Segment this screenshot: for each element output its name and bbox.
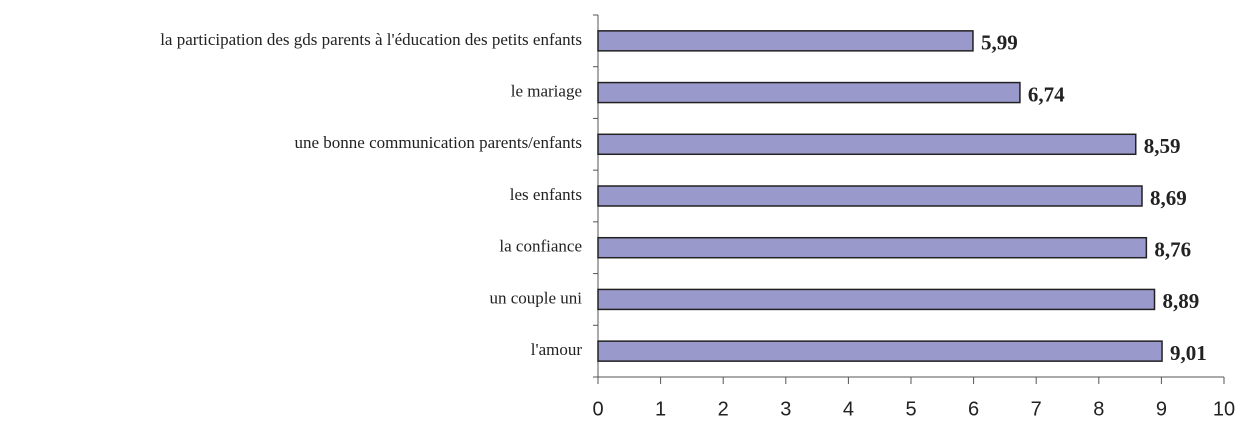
x-tick-label: 0 — [592, 398, 603, 420]
value-label: 8,59 — [1144, 134, 1181, 158]
category-label: le mariage — [511, 81, 582, 100]
category-label: une bonne communication parents/enfants — [295, 133, 583, 152]
bar — [597, 81, 1021, 104]
category-label: un couple uni — [489, 288, 582, 307]
value-label: 6,74 — [1028, 82, 1065, 106]
x-tick-label: 8 — [1093, 398, 1104, 420]
category-label: la confiance — [499, 237, 582, 256]
bar — [597, 340, 1163, 362]
bar — [597, 236, 1148, 259]
x-tick-label: 6 — [968, 398, 979, 420]
x-tick-label: 10 — [1213, 398, 1235, 420]
value-label: 5,99 — [981, 31, 1018, 55]
value-label: 8,76 — [1154, 238, 1191, 262]
x-tick-label: 7 — [1031, 398, 1042, 420]
bar — [597, 185, 1143, 207]
bar — [597, 30, 974, 52]
category-label: les enfants — [510, 185, 582, 204]
value-label: 9,01 — [1170, 341, 1207, 365]
x-tick-label: 5 — [905, 398, 916, 420]
category-label: la participation des gds parents à l'édu… — [160, 30, 582, 49]
bar — [597, 133, 1137, 156]
x-tick-label: 1 — [655, 398, 666, 420]
x-tick-label: 9 — [1156, 398, 1167, 420]
category-label: l'amour — [531, 340, 583, 359]
value-label: 8,69 — [1150, 186, 1187, 210]
bar — [597, 288, 1156, 311]
x-tick-label: 3 — [780, 398, 791, 420]
x-tick-label: 4 — [843, 398, 854, 420]
value-label: 8,89 — [1163, 289, 1200, 313]
x-tick-label: 2 — [718, 398, 729, 420]
